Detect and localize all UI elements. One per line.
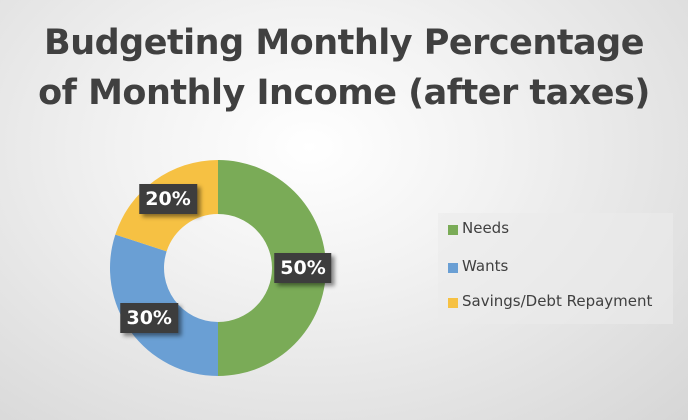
chart-title: Budgeting Monthly Percentage of Monthly … xyxy=(0,18,688,118)
donut-slice-needs xyxy=(218,160,326,376)
data-label: 30% xyxy=(120,302,178,333)
title-line-1: Budgeting Monthly Percentage xyxy=(44,23,644,63)
legend-label: Savings/Debt Repayment xyxy=(462,292,653,310)
data-label: 20% xyxy=(139,184,197,215)
legend-item: Needs xyxy=(448,219,509,237)
legend-swatch xyxy=(448,262,458,273)
legend-item: Wants xyxy=(448,257,508,275)
data-label: 50% xyxy=(274,253,332,283)
title-line-2: of Monthly Income (after taxes) xyxy=(38,73,650,113)
legend-label: Wants xyxy=(462,257,509,275)
legend-item: Savings/Debt Repayment xyxy=(448,292,652,310)
legend-swatch xyxy=(448,297,458,308)
legend: Needs Wants Savings/Debt Repayment xyxy=(438,213,673,324)
legend-swatch xyxy=(448,224,458,235)
legend-label: Needs xyxy=(462,219,510,237)
